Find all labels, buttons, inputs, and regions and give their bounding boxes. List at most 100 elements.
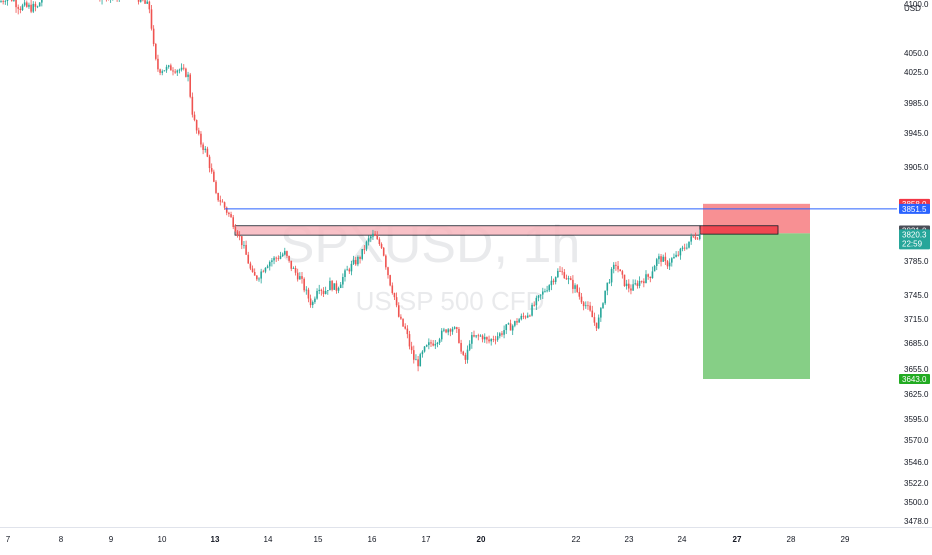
candle-body: [318, 290, 320, 291]
candle-body: [323, 291, 325, 294]
candle-body: [641, 281, 643, 282]
candle-body: [351, 264, 353, 271]
candle-body: [445, 330, 447, 333]
candle-body: [325, 291, 327, 294]
time-tick-label: 13: [211, 535, 220, 544]
candle-body: [241, 236, 243, 245]
candle-body: [424, 347, 426, 352]
candle-body: [174, 71, 176, 72]
candle-body: [239, 236, 241, 237]
candle-body: [652, 271, 654, 278]
price-tick-label: 3655.0: [904, 365, 929, 374]
candle-body: [516, 321, 518, 322]
time-tick-label: 28: [787, 535, 796, 544]
time-tick-label: 8: [59, 535, 64, 544]
candle-body: [544, 291, 546, 292]
candle-body: [510, 323, 512, 330]
candle-body: [677, 255, 679, 256]
candle-body: [454, 327, 456, 329]
candle-body: [299, 276, 301, 279]
time-tick-label: 9: [109, 535, 114, 544]
candle-body: [235, 227, 237, 231]
candle-body: [361, 249, 363, 259]
candle-body: [615, 265, 617, 266]
candle-body: [364, 249, 366, 250]
candle-body: [228, 213, 230, 214]
candle-body: [168, 65, 170, 67]
candle-body: [370, 237, 372, 239]
take-profit-zone[interactable]: [703, 233, 810, 379]
candle-body: [37, 6, 39, 7]
supply-zone-extension[interactable]: [700, 226, 778, 234]
candle-body: [634, 283, 636, 284]
candle-body: [514, 321, 516, 326]
candle-body: [564, 272, 566, 278]
candle-body: [224, 202, 226, 207]
candle-body: [450, 329, 452, 331]
candle-body: [471, 335, 473, 344]
candle-body: [441, 331, 443, 340]
candle-body: [430, 342, 432, 343]
candle-body: [306, 290, 308, 291]
candle-body: [138, 0, 140, 2]
candle-body: [484, 337, 486, 339]
candle-body: [628, 284, 630, 289]
candle-body: [213, 172, 215, 182]
watermark-symbol: SPXUSD, 1h: [280, 216, 581, 274]
candle-body: [690, 236, 692, 241]
target-price-label: 3643.0: [902, 375, 927, 384]
candle-body: [368, 238, 370, 241]
candle-body: [11, 0, 13, 1]
candle-body: [662, 257, 664, 262]
candle-body: [22, 5, 24, 10]
candle-body: [602, 303, 604, 308]
candle-body: [7, 0, 9, 1]
candle-body: [624, 275, 626, 286]
candle-body: [183, 68, 185, 69]
candle-body: [177, 70, 179, 72]
candle-body: [639, 281, 641, 286]
candle-body: [413, 350, 415, 360]
candle-body: [656, 259, 658, 266]
price-tick-label: 3546.0: [904, 458, 929, 467]
price-tick-label: 4025.0: [904, 68, 929, 77]
candle-body: [200, 134, 202, 145]
candle-body: [35, 4, 37, 7]
candle-body: [209, 157, 211, 168]
candle-body: [2, 1, 4, 2]
price-tick-label: 3478.0: [904, 517, 929, 526]
candle-body: [329, 281, 331, 290]
candle-body: [230, 214, 232, 217]
candle-body: [488, 339, 490, 341]
time-tick-label: 7: [6, 535, 11, 544]
candle-body: [665, 257, 667, 261]
candlestick-series: [0, 0, 700, 371]
candle-body: [411, 346, 413, 350]
candle-body: [572, 280, 574, 289]
candle-body: [505, 324, 507, 330]
candle-body: [546, 290, 548, 291]
candle-body: [273, 258, 275, 261]
candle-body: [557, 271, 559, 277]
candle-body: [469, 344, 471, 350]
candle-body: [675, 255, 677, 257]
candle-body: [372, 234, 374, 237]
candle-body: [632, 284, 634, 290]
candle-body: [202, 145, 204, 150]
supply-zone[interactable]: [235, 226, 700, 235]
time-tick-label: 14: [264, 535, 273, 544]
watermark-subtitle: US SP 500 CFD: [356, 286, 545, 316]
candle-body: [159, 69, 161, 73]
candle-body: [387, 267, 389, 275]
candle-body: [217, 193, 219, 200]
candle-body: [247, 255, 249, 264]
price-tick-label: 4100.0: [904, 0, 929, 9]
candle-body: [645, 274, 647, 283]
candle-body: [28, 5, 30, 7]
candle-body: [422, 352, 424, 355]
candle-body: [415, 359, 417, 360]
candle-body: [419, 354, 421, 366]
